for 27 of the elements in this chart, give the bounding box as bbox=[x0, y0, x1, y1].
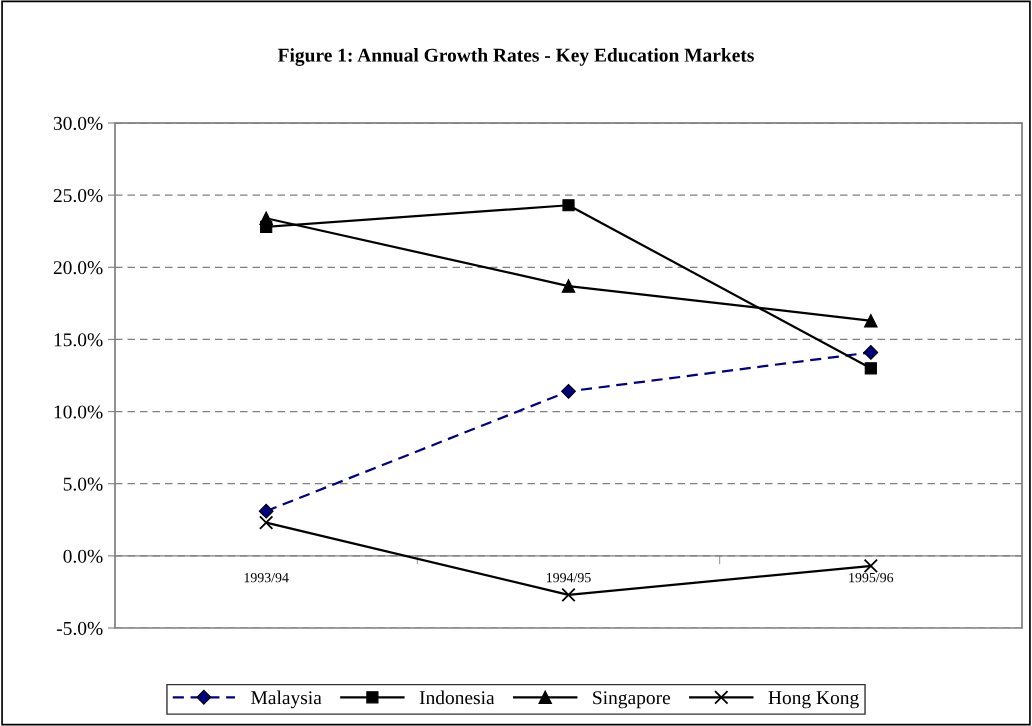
point bbox=[562, 199, 575, 212]
point bbox=[561, 383, 576, 399]
legend-label: Malaysia bbox=[251, 690, 322, 709]
point bbox=[863, 558, 878, 574]
point bbox=[863, 344, 879, 360]
x-tick-label: 1993/94 bbox=[244, 572, 289, 583]
point bbox=[258, 503, 274, 519]
legend-label: Hong Kong bbox=[768, 691, 859, 709]
chart-title: Figure 1: Annual Growth Rates - Key Education Markets bbox=[277, 48, 754, 66]
legend-label: Singapore bbox=[593, 691, 671, 709]
x-tick-label: 1994/95 bbox=[546, 572, 591, 583]
y-tick-label: 30.0% bbox=[53, 116, 103, 131]
y-tick-label: 5.0% bbox=[63, 477, 103, 491]
point bbox=[561, 279, 576, 293]
y-tick-label: 20.0% bbox=[53, 261, 103, 275]
point bbox=[259, 515, 274, 530]
y-tick-label: 25.0% bbox=[53, 188, 103, 203]
y-tick-label: 0.0% bbox=[63, 549, 103, 563]
point bbox=[259, 211, 273, 226]
y-tick-label: 15.0% bbox=[54, 333, 103, 347]
x-tick-label: 1995/96 bbox=[849, 572, 894, 583]
y-tick-label: 10.0% bbox=[54, 405, 103, 419]
legend-label: Indonesia bbox=[419, 690, 495, 705]
y-tick-label: -5.0% bbox=[56, 621, 103, 636]
point bbox=[864, 313, 878, 328]
point bbox=[864, 362, 877, 375]
point bbox=[561, 587, 576, 602]
